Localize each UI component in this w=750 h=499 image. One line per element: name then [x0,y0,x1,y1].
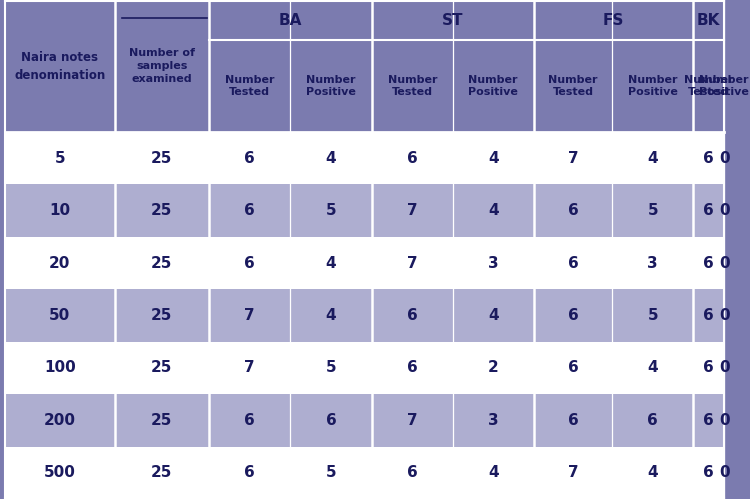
Text: 20: 20 [49,255,70,270]
Text: 4: 4 [488,308,499,323]
Text: Number
Tested: Number Tested [224,75,274,97]
Text: 0: 0 [718,203,730,218]
Text: 3: 3 [488,255,499,270]
Text: 3: 3 [647,255,658,270]
Text: 0: 0 [718,360,730,375]
Text: Number
Positive: Number Positive [699,75,749,97]
Text: 6: 6 [244,151,255,166]
Text: Number
Positive: Number Positive [468,75,518,97]
Text: 7: 7 [407,413,418,428]
Bar [4,394,724,447]
Text: 4: 4 [326,255,336,270]
Text: 6: 6 [568,413,578,428]
Text: 7: 7 [244,308,254,323]
Bar [4,0,724,132]
Text: 100: 100 [44,360,76,375]
Text: 6: 6 [407,465,418,480]
Text: Number
Tested: Number Tested [388,75,437,97]
Text: 6: 6 [407,308,418,323]
Text: 6: 6 [244,413,255,428]
Text: BA: BA [279,12,302,27]
Text: Number
Positive: Number Positive [306,75,356,97]
Bar [4,289,724,342]
Text: 0: 0 [718,151,730,166]
Text: 6: 6 [704,360,714,375]
Text: 25: 25 [152,308,172,323]
Text: 6: 6 [407,151,418,166]
Text: 2: 2 [488,360,499,375]
Text: 5: 5 [647,203,658,218]
Text: 0: 0 [718,465,730,480]
Text: Number
Tested: Number Tested [684,75,734,97]
Bar [4,185,724,237]
Text: 6: 6 [568,360,578,375]
Text: 25: 25 [152,360,172,375]
Text: 6: 6 [647,413,658,428]
Text: 4: 4 [647,465,658,480]
Text: FS: FS [602,12,624,27]
Text: 6: 6 [407,360,418,375]
Text: 7: 7 [407,255,418,270]
Text: 7: 7 [407,203,418,218]
Text: 6: 6 [704,413,714,428]
Text: 6: 6 [244,465,255,480]
Text: 7: 7 [244,360,254,375]
Text: 5: 5 [326,465,336,480]
Text: 5: 5 [55,151,65,166]
Text: 50: 50 [50,308,70,323]
Text: ST: ST [442,12,464,27]
Text: 0: 0 [718,308,730,323]
Text: 5: 5 [647,308,658,323]
Text: 200: 200 [44,413,76,428]
Text: 3: 3 [488,413,499,428]
Text: 4: 4 [647,151,658,166]
Text: 5: 5 [326,203,336,218]
Text: 6: 6 [326,413,336,428]
Text: 6: 6 [704,308,714,323]
Text: Number of
samples
examined: Number of samples examined [129,48,195,84]
Text: 25: 25 [152,203,172,218]
Text: 6: 6 [244,255,255,270]
Text: 4: 4 [326,151,336,166]
Text: 6: 6 [704,255,714,270]
Text: 500: 500 [44,465,76,480]
Text: 6: 6 [568,308,578,323]
Text: 4: 4 [488,465,499,480]
Text: 4: 4 [488,151,499,166]
Text: 6: 6 [704,203,714,218]
Text: 4: 4 [647,360,658,375]
Text: 0: 0 [718,413,730,428]
Text: 7: 7 [568,465,578,480]
Bar [4,342,724,394]
Text: 6: 6 [704,465,714,480]
Text: BK: BK [697,12,720,27]
Text: 5: 5 [326,360,336,375]
Text: 6: 6 [568,203,578,218]
Text: 25: 25 [152,255,172,270]
Text: 4: 4 [326,308,336,323]
Text: 7: 7 [568,151,578,166]
Bar [4,237,724,289]
Text: 6: 6 [568,255,578,270]
Text: Naira notes
denomination: Naira notes denomination [14,50,106,81]
Bar [4,132,724,185]
Text: Number
Positive: Number Positive [628,75,677,97]
Text: 6: 6 [244,203,255,218]
Text: 6: 6 [704,151,714,166]
Text: 4: 4 [488,203,499,218]
Text: 0: 0 [718,255,730,270]
Text: Number
Tested: Number Tested [548,75,598,97]
Text: 25: 25 [152,151,172,166]
Text: 25: 25 [152,465,172,480]
Bar [4,447,724,499]
Text: 25: 25 [152,413,172,428]
Text: 10: 10 [50,203,70,218]
